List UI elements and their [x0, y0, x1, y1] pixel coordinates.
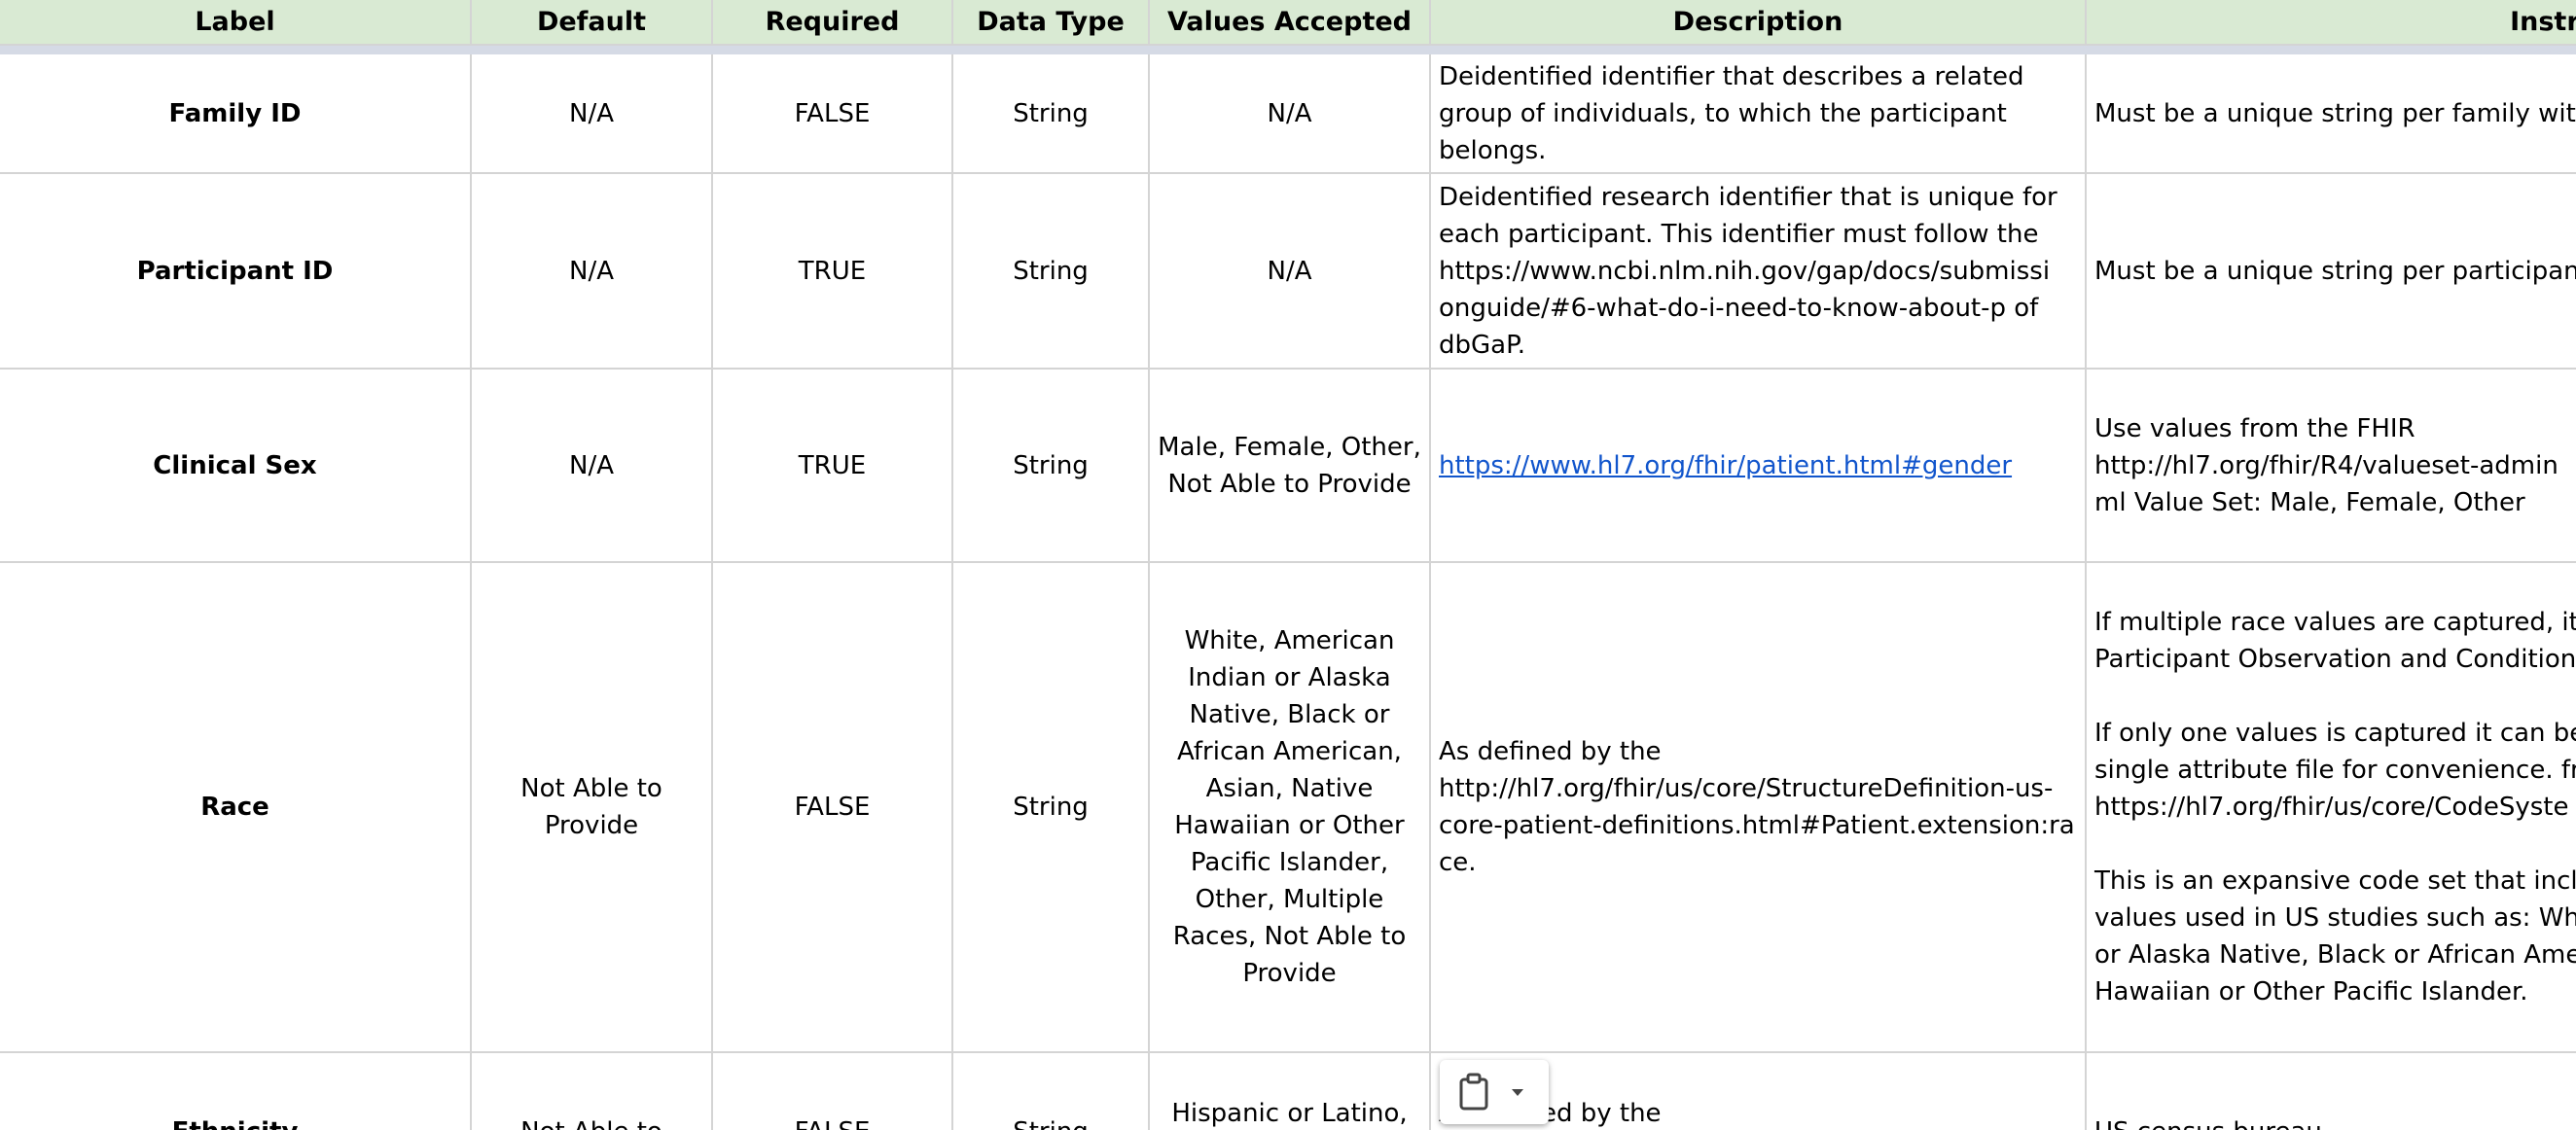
- row-label: Participant ID: [0, 174, 472, 370]
- column-header: Values Accepted: [1150, 0, 1431, 46]
- column-header: Instructions: [2087, 0, 2576, 46]
- table-cell: US census bureau: [2087, 1053, 2576, 1130]
- table-cell: Must be a unique string per participan: [2087, 174, 2576, 370]
- table-cell: As defined by the http://hl7.org/fhir/us…: [1431, 563, 2087, 1053]
- table-cell: N/A: [1150, 54, 1431, 174]
- table-cell: Use values from the FHIR http://hl7.org/…: [2087, 370, 2576, 563]
- table-cell: String: [953, 1053, 1150, 1130]
- table-cell: Not Able to: [472, 1053, 713, 1130]
- table-cell: Not Able to Provide: [472, 563, 713, 1053]
- table-cell: Deidentified research identifier that is…: [1431, 174, 2087, 370]
- table-cell: TRUE: [713, 174, 953, 370]
- row-label: Race: [0, 563, 472, 1053]
- column-header: Required: [713, 0, 953, 46]
- table-cell: String: [953, 54, 1150, 174]
- column-header: Data Type: [953, 0, 1150, 46]
- table-cell: N/A: [1150, 174, 1431, 370]
- column-header: Label: [0, 0, 472, 46]
- table-cell: N/A: [472, 370, 713, 563]
- row-label: Family ID: [0, 54, 472, 174]
- row-label: Ethnicity: [0, 1053, 472, 1130]
- table-cell: Must be a unique string per family wit: [2087, 54, 2576, 174]
- frozen-divider: [0, 46, 2576, 54]
- table-cell: TRUE: [713, 370, 953, 563]
- paste-options[interactable]: [1440, 1060, 1549, 1124]
- row-label: Clinical Sex: [0, 370, 472, 563]
- table-cell: FALSE: [713, 563, 953, 1053]
- paste-icon: [1459, 1073, 1523, 1111]
- table-cell: Deidentified identifier that describes a…: [1431, 54, 2087, 174]
- column-header: Description: [1431, 0, 2087, 46]
- table-cell: String: [953, 370, 1150, 563]
- table-cell: FALSE: [713, 54, 953, 174]
- table-cell: N/A: [472, 54, 713, 174]
- table-cell: If multiple race values are captured, it…: [2087, 563, 2576, 1053]
- column-header: Default: [472, 0, 713, 46]
- table-cell: Male, Female, Other, Not Able to Provide: [1150, 370, 1431, 563]
- table-cell: String: [953, 563, 1150, 1053]
- table-cell: White, American Indian or Alaska Native,…: [1150, 563, 1431, 1053]
- table-cell: String: [953, 174, 1150, 370]
- table-cell: N/A: [472, 174, 713, 370]
- table-cell: Hispanic or Latino, Not Hispanic or: [1150, 1053, 1431, 1130]
- table-cell[interactable]: https://www.hl7.org/fhir/patient.html#ge…: [1431, 370, 2087, 563]
- table-cell: FALSE: [713, 1053, 953, 1130]
